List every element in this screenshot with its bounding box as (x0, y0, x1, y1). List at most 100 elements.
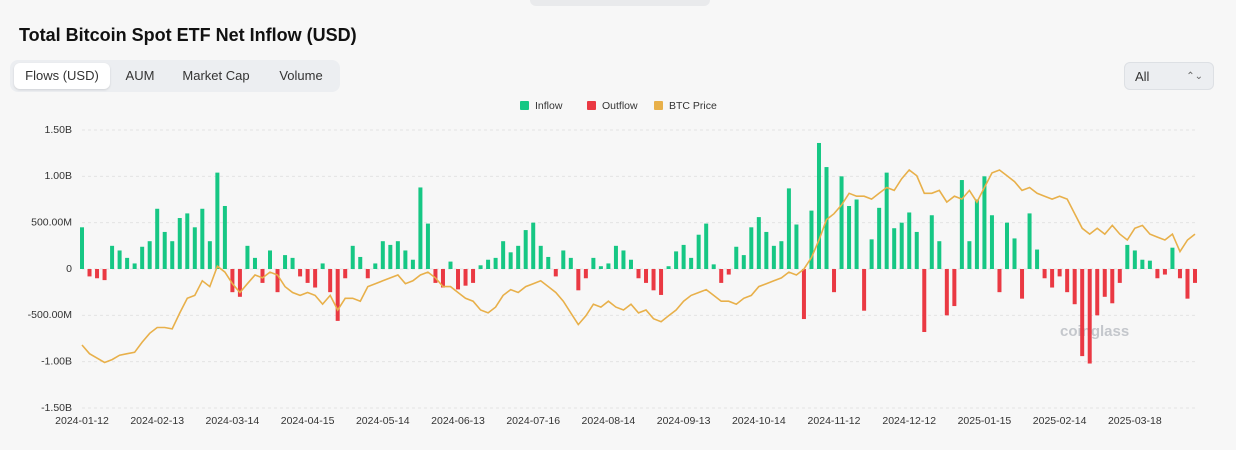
bar (546, 256, 551, 269)
bar (1125, 244, 1130, 269)
bar (222, 205, 227, 269)
bar (613, 245, 618, 269)
bar (862, 269, 867, 311)
bar (576, 269, 581, 291)
bar (1170, 247, 1175, 269)
bar (1072, 269, 1077, 305)
bar (944, 269, 949, 316)
bar (215, 172, 220, 269)
bar (365, 269, 370, 279)
bar (410, 259, 415, 269)
bar (1035, 249, 1040, 269)
bar (95, 269, 100, 279)
bar (125, 257, 130, 269)
bar (538, 245, 543, 269)
bar (982, 176, 987, 269)
bar (591, 257, 596, 269)
bar (809, 210, 814, 269)
bar (268, 250, 273, 269)
bar (170, 241, 175, 269)
bar (1140, 259, 1145, 269)
bar (974, 199, 979, 269)
bar (1110, 269, 1115, 304)
bar (531, 222, 536, 269)
bar (869, 239, 874, 269)
bar (335, 269, 340, 321)
bar (373, 263, 378, 269)
bar (493, 257, 498, 269)
bar (704, 223, 709, 269)
bar (425, 223, 430, 269)
bar (786, 188, 791, 269)
x-tick-label: 2025-03-18 (1108, 415, 1162, 427)
bar (967, 241, 972, 269)
bar (245, 245, 250, 269)
y-tick-label: -1.50B (41, 402, 72, 414)
bar (816, 142, 821, 269)
bar (403, 250, 408, 269)
bar (501, 241, 506, 269)
bar (358, 256, 363, 269)
bar (937, 241, 942, 269)
legend-label: BTC Price (669, 100, 717, 112)
bar (749, 227, 754, 269)
bar (418, 187, 423, 269)
bar (471, 269, 476, 283)
bar (1155, 269, 1160, 279)
bar (252, 257, 257, 269)
bar (884, 172, 889, 269)
bar (463, 269, 468, 286)
watermark: coinglass (1060, 323, 1129, 340)
x-tick-label: 2024-01-12 (55, 415, 109, 427)
bar (102, 269, 107, 281)
legend-label: Outflow (602, 100, 638, 112)
bar (380, 241, 385, 269)
bar (651, 269, 656, 291)
x-tick-label: 2024-08-14 (582, 415, 636, 427)
bar (1042, 269, 1047, 279)
bar (628, 259, 633, 269)
tab[interactable]: Flows (USD) (14, 63, 110, 89)
bar (328, 269, 333, 293)
tab-bar: Flows (USD) AUM Market Cap Volume (10, 60, 340, 92)
bar (1004, 222, 1009, 269)
tab[interactable]: Market Cap (182, 68, 250, 83)
bar (1095, 269, 1100, 316)
bar (140, 246, 145, 269)
bar (892, 228, 897, 269)
bar (110, 245, 115, 269)
bar (764, 231, 769, 269)
x-tick-label: 2024-03-14 (206, 415, 260, 427)
bar (1087, 269, 1092, 364)
bar (696, 234, 701, 269)
bar (847, 205, 852, 269)
x-tick-label: 2025-02-14 (1033, 415, 1087, 427)
bar (283, 255, 288, 269)
bar (433, 269, 438, 283)
bar (771, 245, 776, 269)
bar (162, 231, 167, 269)
bar (666, 266, 671, 269)
bar (1177, 269, 1182, 279)
bar (1162, 269, 1167, 275)
bar (621, 250, 626, 269)
bar (779, 241, 784, 269)
bar (230, 269, 235, 293)
tab[interactable]: AUM (125, 68, 155, 83)
top-bar (530, 0, 710, 6)
bar (1065, 269, 1070, 293)
bar (1117, 269, 1122, 283)
bar (734, 246, 739, 269)
bar (200, 208, 205, 269)
bar (305, 269, 310, 283)
bar (177, 218, 182, 269)
bar (117, 250, 122, 269)
bar (568, 257, 573, 269)
bar (801, 269, 806, 320)
bar (320, 263, 325, 269)
range-select[interactable]: All ⌃⌄ (1124, 62, 1214, 90)
bar (388, 244, 393, 269)
tab[interactable]: Volume (279, 68, 323, 83)
x-tick-label: 2024-11-12 (808, 415, 861, 427)
bar (899, 222, 904, 269)
